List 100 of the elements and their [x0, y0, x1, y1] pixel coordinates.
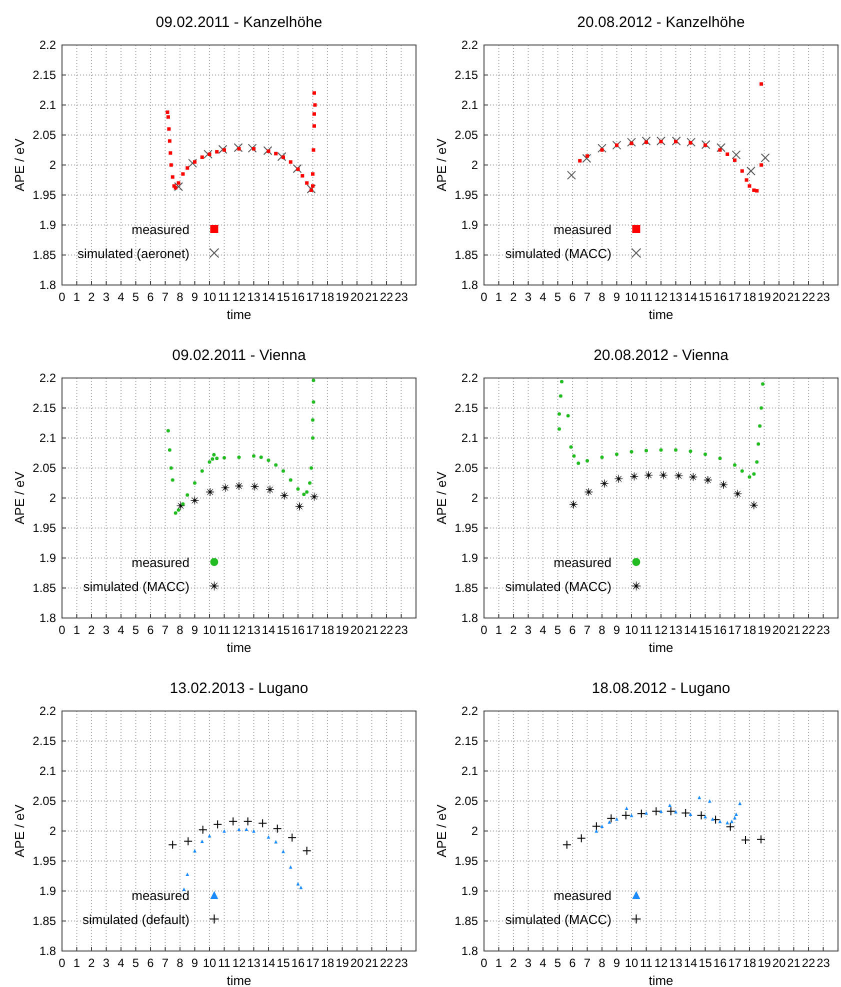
point	[244, 827, 248, 831]
y-tick-label: 2.2	[39, 704, 56, 718]
x-tick-label: 2	[88, 956, 96, 970]
y-axis-title: APE / eV	[434, 804, 449, 858]
y-tick-label: 2.15	[454, 734, 478, 748]
point	[659, 448, 663, 452]
point	[296, 167, 300, 171]
chart-title: 09.02.2011 - Kanzelhöhe	[156, 14, 322, 31]
point	[200, 155, 204, 159]
x-tick-label: 10	[202, 623, 216, 637]
x-tick-label: 23	[816, 290, 830, 304]
x-tick-label: 21	[365, 956, 379, 970]
x-tick-label: 23	[816, 623, 830, 637]
point	[174, 511, 178, 515]
x-tick-label: 2	[510, 956, 518, 970]
point	[181, 172, 185, 176]
point	[312, 400, 316, 404]
point	[198, 825, 208, 834]
point	[310, 466, 314, 470]
point	[606, 814, 616, 823]
y-tick-label: 2.1	[461, 98, 478, 112]
y-axis-title: APE / eV	[12, 804, 27, 858]
x-tick-label: 7	[584, 623, 591, 637]
point	[282, 469, 285, 473]
x-tick-label: 16	[291, 956, 305, 970]
x-tick-label: 19	[336, 956, 350, 970]
x-axis-title: time	[226, 640, 252, 655]
point	[569, 500, 578, 509]
x-tick-label: 11	[218, 956, 231, 970]
x-tick-label: 23	[394, 623, 408, 637]
x-tick-label: 17	[306, 290, 320, 304]
y-tick-label: 2.05	[454, 794, 478, 808]
y-axis-title: APE / eV	[12, 471, 27, 524]
point	[282, 850, 285, 854]
y-tick-label: 1.95	[32, 521, 56, 535]
point	[170, 175, 174, 179]
point	[686, 138, 696, 147]
point	[566, 414, 570, 418]
x-tick-label: 22	[802, 623, 816, 637]
y-tick-label: 1.95	[454, 188, 478, 202]
point	[668, 803, 672, 807]
point	[206, 488, 214, 496]
point	[558, 394, 562, 398]
point	[627, 138, 636, 147]
x-tick-label: 18	[320, 623, 334, 637]
x-tick-label: 11	[640, 623, 653, 637]
x-tick-label: 22	[802, 956, 816, 970]
point	[252, 454, 256, 458]
point	[193, 849, 196, 853]
x-tick-label: 6	[147, 623, 154, 637]
x-tick-label: 20	[772, 623, 786, 637]
x-tick-label: 21	[787, 623, 801, 637]
point	[711, 815, 720, 824]
y-tick-label: 1.85	[454, 248, 478, 262]
x-tick-label: 19	[758, 623, 772, 637]
x-tick-label: 7	[162, 290, 169, 304]
y-tick-label: 1.85	[32, 914, 56, 928]
x-tick-label: 17	[306, 623, 320, 637]
point	[592, 822, 601, 831]
x-tick-label: 22	[802, 290, 816, 304]
x-tick-label: 4	[540, 956, 547, 970]
y-tick-label: 1.9	[461, 884, 478, 898]
x-tick-label: 11	[640, 290, 653, 304]
x-tick-label: 3	[102, 956, 110, 970]
x-tick-label: 14	[684, 623, 698, 637]
point	[582, 154, 592, 163]
x-tick-label: 15	[276, 623, 290, 637]
point	[756, 442, 760, 446]
point	[569, 445, 573, 449]
x-tick-label: 2	[510, 623, 518, 637]
point	[614, 474, 623, 483]
point	[656, 136, 666, 146]
y-tick-label: 2.1	[461, 764, 478, 778]
x-tick-label: 10	[202, 290, 216, 304]
point	[740, 469, 744, 473]
point	[733, 816, 736, 820]
x-tick-label: 14	[262, 956, 276, 970]
point	[208, 834, 212, 838]
x-tick-label: 23	[394, 956, 408, 970]
point	[221, 484, 230, 492]
x-tick-label: 6	[147, 290, 154, 304]
chart-title: 09.02.2011 - Vienna	[172, 347, 307, 364]
point	[184, 836, 193, 846]
point	[237, 827, 241, 831]
point	[748, 184, 752, 188]
point	[215, 456, 219, 460]
x-tick-label: 8	[598, 956, 606, 970]
x-tick-label: 5	[554, 623, 562, 637]
point	[312, 378, 316, 382]
x-tick-label: 3	[524, 290, 532, 304]
point	[755, 189, 759, 193]
point	[204, 150, 213, 159]
point	[208, 460, 212, 464]
point	[228, 816, 238, 826]
point	[215, 150, 219, 154]
x-tick-label: 23	[816, 956, 830, 970]
x-tick-label: 0	[58, 290, 66, 304]
x-tick-label: 14	[684, 956, 698, 970]
legend-label: simulated (MACC)	[83, 579, 190, 594]
x-tick-label: 8	[176, 290, 184, 304]
